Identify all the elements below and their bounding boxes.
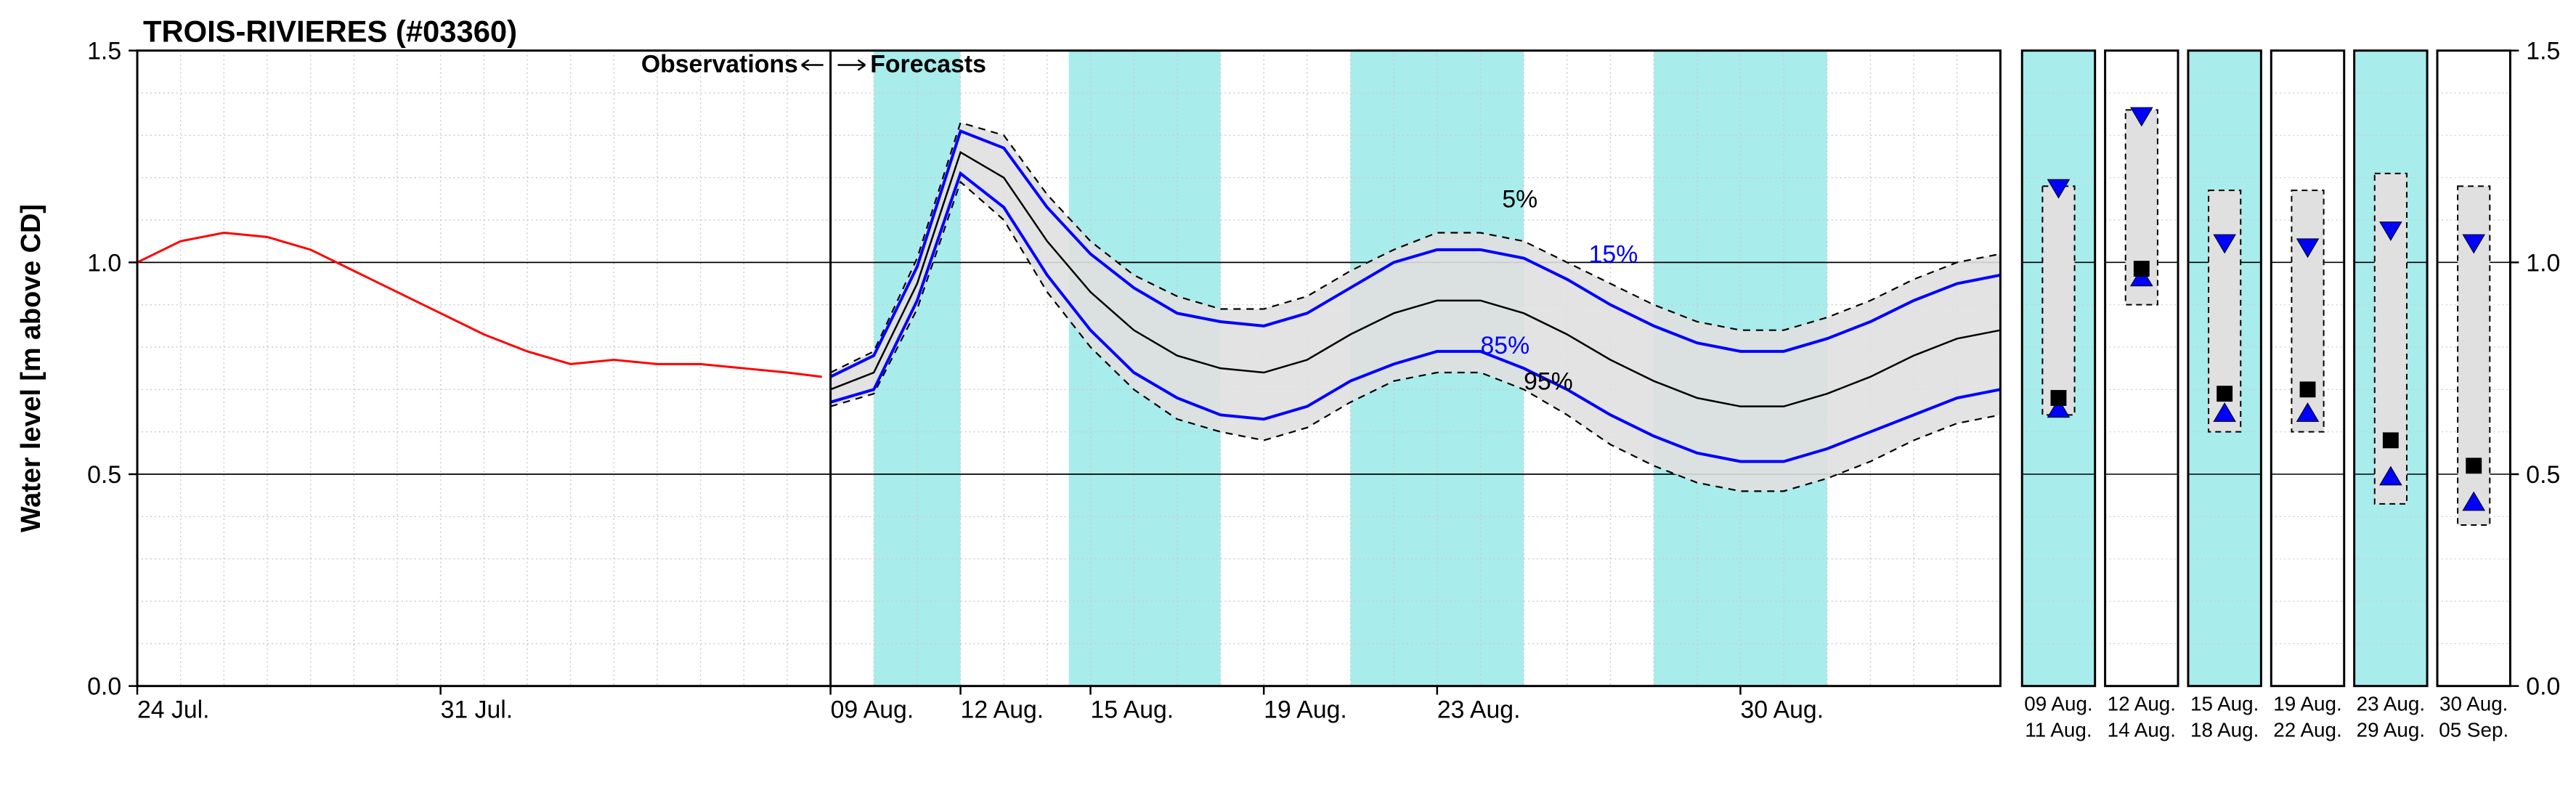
svg-text:31 Jul.: 31 Jul.	[441, 696, 513, 723]
svg-text:5%: 5%	[1502, 186, 1537, 213]
svg-text:95%: 95%	[1524, 367, 1573, 395]
svg-text:85%: 85%	[1480, 332, 1529, 359]
svg-text:1.5: 1.5	[2526, 38, 2560, 65]
svg-text:05 Sep.: 05 Sep.	[2439, 718, 2508, 741]
svg-text:15%: 15%	[1589, 240, 1638, 268]
svg-text:14 Aug.: 14 Aug.	[2108, 718, 2176, 741]
svg-text:09 Aug.: 09 Aug.	[2024, 692, 2092, 715]
forecast-panel: 09 Aug. 11 Aug.	[2022, 51, 2094, 741]
observations-label: Observations	[641, 50, 798, 78]
svg-text:19 Aug.: 19 Aug.	[1264, 696, 1347, 723]
svg-text:23 Aug.: 23 Aug.	[2357, 692, 2425, 715]
svg-text:0.0: 0.0	[87, 673, 121, 701]
y-axis-label: Water level [m above CD]	[16, 204, 46, 532]
svg-text:24 Jul.: 24 Jul.	[137, 696, 210, 723]
svg-text:1.5: 1.5	[87, 38, 121, 65]
svg-text:11 Aug.: 11 Aug.	[2025, 718, 2092, 741]
forecast-panel: 15 Aug. 18 Aug.	[2188, 51, 2261, 741]
svg-text:12 Aug.: 12 Aug.	[961, 696, 1044, 723]
svg-text:0.0: 0.0	[2526, 673, 2560, 701]
svg-text:0.5: 0.5	[2526, 461, 2560, 489]
forecast-panel: 23 Aug. 29 Aug.	[2354, 51, 2427, 741]
svg-text:15 Aug.: 15 Aug.	[2190, 692, 2259, 715]
forecast-chart: Water level [m above CD] TROIS-RIVIERES (…	[7, 7, 2569, 778]
svg-text:30 Aug.: 30 Aug.	[1740, 696, 1824, 723]
svg-text:0.5: 0.5	[87, 461, 121, 489]
svg-text:15 Aug.: 15 Aug.	[1091, 696, 1174, 723]
chart-title: TROIS-RIVIERES (#03360)	[143, 15, 517, 49]
svg-text:18 Aug.: 18 Aug.	[2190, 718, 2259, 741]
svg-text:1.0: 1.0	[87, 249, 121, 277]
svg-text:23 Aug.: 23 Aug.	[1437, 696, 1521, 723]
svg-text:22 Aug.: 22 Aug.	[2273, 718, 2341, 741]
svg-text:1.0: 1.0	[2526, 249, 2560, 277]
svg-text:09 Aug.: 09 Aug.	[831, 696, 914, 723]
svg-text:30 Aug.: 30 Aug.	[2439, 692, 2508, 715]
svg-text:29 Aug.: 29 Aug.	[2357, 718, 2425, 741]
svg-text:12 Aug.: 12 Aug.	[2108, 692, 2176, 715]
svg-text:19 Aug.: 19 Aug.	[2273, 692, 2341, 715]
forecasts-label: Forecasts	[870, 50, 986, 78]
